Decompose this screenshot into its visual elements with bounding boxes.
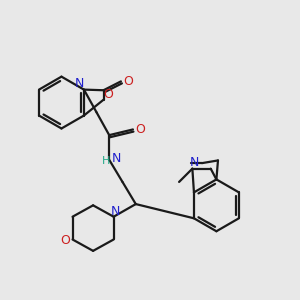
Text: H: H xyxy=(102,156,110,167)
Text: O: O xyxy=(61,234,70,247)
Text: O: O xyxy=(103,88,113,101)
Text: O: O xyxy=(135,123,145,136)
Text: N: N xyxy=(74,77,84,90)
Text: N: N xyxy=(110,205,120,218)
Text: N: N xyxy=(112,152,121,165)
Text: N: N xyxy=(189,157,199,169)
Text: O: O xyxy=(123,75,133,88)
